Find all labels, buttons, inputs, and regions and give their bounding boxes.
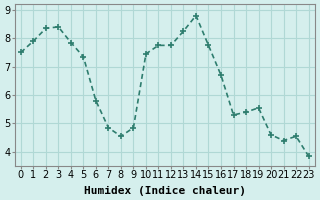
X-axis label: Humidex (Indice chaleur): Humidex (Indice chaleur)	[84, 186, 246, 196]
